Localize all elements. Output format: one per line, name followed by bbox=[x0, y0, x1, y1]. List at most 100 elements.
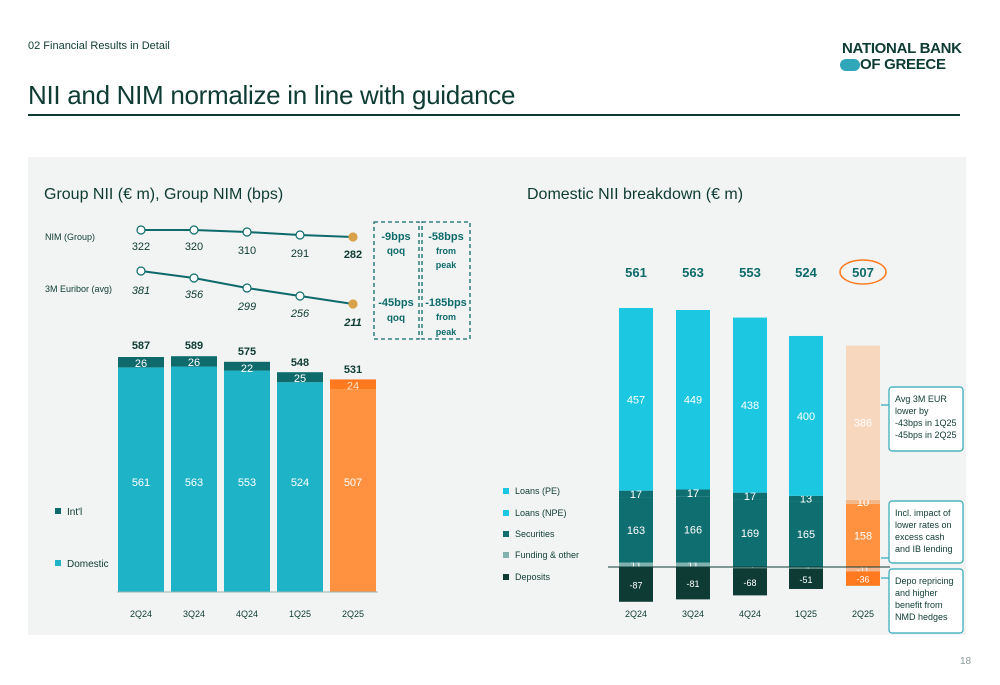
callout-rates-text: Avg 3M EUR bbox=[895, 394, 947, 404]
intl-bar bbox=[224, 361, 270, 371]
callout-cash-text: Incl. impact of bbox=[895, 508, 951, 518]
euribor-value-label: 299 bbox=[237, 301, 256, 313]
deposits-bar-label: -36 bbox=[856, 575, 869, 585]
legend-swatch bbox=[503, 531, 509, 537]
title-divider bbox=[28, 114, 960, 116]
x-tick-label: 3Q24 bbox=[682, 609, 704, 619]
domestic-bar bbox=[330, 389, 376, 592]
loans-npe-bar bbox=[619, 490, 653, 498]
x-tick-label: 4Q24 bbox=[739, 609, 761, 619]
x-tick-label: 3Q24 bbox=[183, 609, 205, 619]
loans-npe-bar bbox=[846, 499, 880, 504]
annotation-eur-peak-sub: from bbox=[436, 312, 456, 322]
domestic-bar bbox=[277, 382, 323, 592]
total-value-label: 589 bbox=[185, 340, 203, 352]
loans-npe-bar-label: 17 bbox=[744, 491, 756, 503]
callout-cash-text: lower rates on bbox=[895, 520, 952, 530]
callout-rates-text: -43bps in 1Q25 bbox=[895, 418, 957, 428]
intl-bar bbox=[118, 357, 164, 368]
loans-pe-bar-label: 386 bbox=[854, 418, 872, 430]
nim-series-label: NIM (Group) bbox=[45, 232, 95, 242]
deposits-bar bbox=[789, 568, 823, 589]
euribor-point bbox=[242, 283, 252, 293]
euribor-value-label: 356 bbox=[185, 289, 204, 301]
callout-depo-text: and higher bbox=[895, 588, 938, 598]
securities-bar-label: 158 bbox=[854, 530, 872, 542]
domestic-value-label: 553 bbox=[238, 477, 256, 489]
callout-rates-box bbox=[888, 386, 964, 452]
intl-value-label: 26 bbox=[135, 358, 147, 370]
euribor-value-label: 381 bbox=[132, 285, 150, 297]
deposits-bar-label: -51 bbox=[799, 575, 812, 585]
domestic-value-label: 561 bbox=[132, 477, 150, 489]
bank-logo: NATIONAL BANK OF GREECE bbox=[838, 40, 962, 74]
logo-line-1: NATIONAL BANK bbox=[842, 40, 962, 57]
deposits-bar bbox=[619, 567, 653, 602]
legend-swatch bbox=[503, 552, 509, 558]
securities-bar-label: 163 bbox=[627, 525, 645, 537]
annotation-eur-qoq-sub: qoq bbox=[387, 313, 405, 324]
legend-label: Funding & other bbox=[515, 550, 579, 560]
loans-pe-bar-label: 457 bbox=[627, 394, 645, 406]
loans-pe-bar-label: 438 bbox=[741, 400, 759, 412]
left-chart-title: Group NII (€ m), Group NIM (bps) bbox=[44, 186, 283, 203]
x-tick-label: 2Q24 bbox=[625, 609, 647, 619]
loans-npe-bar-label: 13 bbox=[800, 493, 812, 505]
nim-value-label: 322 bbox=[132, 241, 150, 253]
annotation-eur-peak-sub2: peak bbox=[436, 327, 458, 337]
loans-npe-bar bbox=[676, 489, 710, 497]
legend-label: Securities bbox=[515, 529, 555, 539]
x-tick-label: 2Q24 bbox=[130, 609, 152, 619]
domestic-bar bbox=[118, 367, 164, 592]
loans-pe-bar-label: 400 bbox=[797, 411, 815, 423]
nim-value-label: 310 bbox=[238, 245, 256, 257]
legend-label: Deposits bbox=[515, 572, 551, 582]
callout-rates-text: lower by bbox=[895, 406, 929, 416]
securities-bar-label: 165 bbox=[797, 529, 815, 541]
logo-line-2: OF GREECE bbox=[860, 56, 946, 73]
x-tick-label: 2Q25 bbox=[852, 609, 874, 619]
euribor-point bbox=[295, 291, 305, 301]
intl-value-label: 24 bbox=[347, 380, 359, 392]
loans-npe-bar-label: 17 bbox=[687, 488, 699, 500]
x-tick-label: 1Q25 bbox=[289, 609, 311, 619]
funding-other-bar-label: -11 bbox=[857, 565, 869, 575]
nim-value-label: 291 bbox=[291, 248, 309, 260]
deposits-bar-label: -68 bbox=[743, 578, 756, 588]
loans-npe-bar bbox=[733, 492, 767, 500]
annotation-nim-qoq: -9bps bbox=[381, 231, 410, 243]
securities-bar bbox=[676, 496, 710, 563]
deposits-bar bbox=[733, 568, 767, 596]
nim-value-label: 282 bbox=[344, 249, 362, 261]
total-value-label: 575 bbox=[238, 346, 256, 358]
callout-depo-text: NMD hedges bbox=[895, 612, 948, 622]
callout-cash-box bbox=[888, 500, 964, 564]
deposits-bar bbox=[676, 567, 710, 600]
legend-label: Loans (PE) bbox=[515, 486, 560, 496]
securities-bar bbox=[619, 497, 653, 563]
intl-value-label: 26 bbox=[188, 357, 200, 369]
x-tick-label: 2Q25 bbox=[342, 609, 364, 619]
total-value-label: 507 bbox=[852, 265, 874, 280]
annotation-eur-qoq: -45bps bbox=[378, 297, 413, 309]
legend-label-intl: Int'l bbox=[67, 507, 82, 518]
nim-point bbox=[295, 230, 305, 240]
euribor-point bbox=[348, 299, 358, 309]
callout-depo-box bbox=[888, 568, 964, 634]
euribor-point bbox=[136, 266, 146, 276]
nim-point bbox=[136, 225, 146, 235]
nim-point bbox=[348, 232, 358, 242]
domestic-value-label: 563 bbox=[185, 477, 203, 489]
intl-value-label: 22 bbox=[241, 363, 253, 375]
euribor-series-label: 3M Euribor (avg) bbox=[45, 284, 112, 294]
loans-pe-bar bbox=[846, 345, 880, 500]
annotation-box-qoq bbox=[373, 221, 420, 340]
total-value-label: 587 bbox=[132, 340, 150, 352]
funding-other-bar bbox=[789, 567, 823, 569]
section-label: 02 Financial Results in Detail bbox=[28, 40, 170, 52]
funding-other-bar bbox=[733, 567, 767, 569]
annotation-eur-peak: -185bps bbox=[425, 297, 467, 309]
euribor-value-label: 211 bbox=[343, 317, 362, 329]
annotation-nim-peak-sub2: peak bbox=[436, 260, 458, 270]
